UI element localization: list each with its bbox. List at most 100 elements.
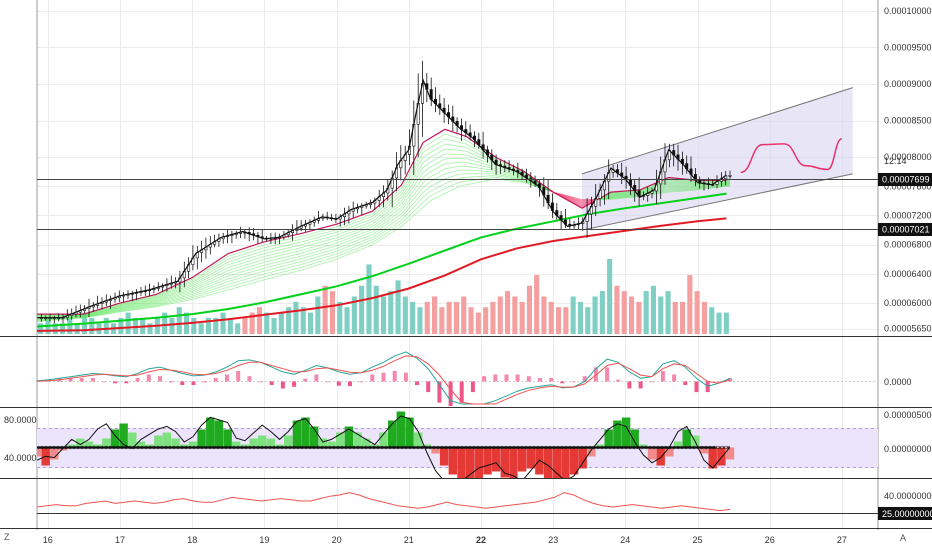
- ribbon-segment: [163, 300, 167, 303]
- ribbon-segment: [426, 186, 431, 190]
- ribbon-segment: [199, 280, 204, 283]
- ribbon-segment: [159, 299, 164, 302]
- ribbon-segment: [145, 296, 149, 299]
- channel-upper-line[interactable]: [581, 87, 853, 175]
- ribbon-segment: [462, 138, 467, 141]
- ribbon-segment: [643, 188, 648, 191]
- ribbon-segment: [145, 302, 149, 305]
- ribbon-segment: [159, 301, 164, 304]
- ribbon-segment: [318, 255, 323, 257]
- ribbon-segment: [202, 273, 207, 277]
- ribbon-segment: [112, 308, 117, 310]
- ribbon-segment: [181, 299, 186, 301]
- ribbon-segment: [325, 247, 330, 250]
- ribbon-segment: [354, 234, 359, 237]
- ribbon-segment: [509, 175, 514, 177]
- ribbon-segment: [98, 310, 103, 313]
- auto-scale-icon[interactable]: A: [900, 533, 906, 543]
- price-level-badge-1[interactable]: [878, 173, 932, 186]
- ribbon-segment: [152, 294, 157, 297]
- ribbon-segment: [426, 147, 431, 151]
- ribbon-segment: [368, 226, 373, 229]
- ribbon-segment: [170, 289, 175, 292]
- momentum-bar: [483, 447, 492, 475]
- ribbon-segment: [415, 154, 420, 162]
- ribbon-segment: [238, 282, 243, 285]
- ribbon-segment: [213, 267, 218, 271]
- oscillator-bar: [292, 381, 297, 387]
- ribbon-segment: [242, 255, 247, 258]
- ribbon-segment: [441, 158, 446, 162]
- ribbon-segment: [386, 209, 391, 213]
- ribbon-segment: [473, 163, 478, 166]
- volume-bar: [271, 317, 277, 334]
- price-level-badge-2[interactable]: [878, 223, 932, 236]
- ribbon-segment: [159, 293, 164, 297]
- ribbon-segment: [401, 219, 406, 224]
- ribbon-segment: [119, 306, 124, 308]
- ribbon-segment: [361, 226, 366, 229]
- ribbon-segment: [105, 307, 110, 309]
- ribbon-segment: [257, 274, 261, 277]
- momentum-bar: [154, 435, 163, 448]
- ribbon-segment: [174, 300, 178, 303]
- ribbon-segment: [170, 286, 175, 290]
- ribbon-segment: [228, 266, 233, 268]
- ribbon-segment: [448, 139, 453, 142]
- price-axis[interactable]: 0.000100000.000095000.000090000.00008500…: [884, 6, 932, 334]
- cross-marker: [426, 445, 430, 450]
- ribbon-segment: [343, 230, 348, 233]
- ribbon-segment: [228, 288, 233, 291]
- momentum-right-tick: 0.00000000: [884, 444, 932, 454]
- time-axis[interactable]: 16 17 18 19 20 21 22 23 24 25 26 27: [43, 535, 847, 545]
- ribbon-segment: [242, 278, 247, 281]
- ribbon-segment: [264, 249, 269, 251]
- ribbon-segment: [303, 259, 308, 262]
- oscillator-bar: [672, 374, 677, 382]
- momentum-bar: [275, 444, 284, 448]
- ribbon-segment: [264, 246, 269, 248]
- ribbon-segment: [347, 253, 352, 256]
- price-level-badges[interactable]: 0.00007699 0.00007021 12:14: [878, 156, 932, 236]
- cross-marker: [578, 445, 582, 450]
- momentum-bar: [180, 444, 189, 448]
- ribbon-segment: [220, 258, 225, 262]
- ribbon-segment: [574, 202, 579, 206]
- ribbon-segment: [390, 206, 395, 210]
- ribbon-segment: [286, 241, 290, 244]
- cross-marker: [538, 445, 542, 450]
- cross-marker: [54, 445, 58, 450]
- ribbon-segment: [480, 162, 485, 165]
- ribbon-segment: [419, 187, 424, 192]
- ribbon-segment: [293, 251, 297, 253]
- projection-curve[interactable]: [740, 138, 843, 174]
- ribbon-segment: [220, 271, 225, 275]
- momentum-bar: [240, 444, 250, 448]
- ribbon-segment: [350, 219, 355, 222]
- oscillator-bar: [336, 381, 341, 386]
- ribbon-segment: [163, 290, 168, 293]
- lower-level-badge: [878, 507, 932, 520]
- ribbon-segment: [311, 235, 315, 237]
- ribbon-segment: [643, 189, 648, 192]
- ribbon-segment: [195, 287, 200, 290]
- momentum-bar: [621, 417, 631, 448]
- ribbon-segment: [329, 232, 334, 235]
- ribbon-segment: [419, 157, 424, 164]
- ribbon-segment: [134, 301, 139, 304]
- ribbon-segment: [574, 198, 579, 201]
- ribbon-segment: [408, 171, 413, 179]
- volume-bar: [176, 307, 182, 334]
- ribbon-segment: [488, 166, 492, 169]
- ribbon-segment: [314, 231, 319, 234]
- ribbon-segment: [394, 215, 399, 220]
- ribbon-segment: [664, 183, 669, 186]
- cross-marker: [130, 445, 134, 450]
- ribbon-segment: [506, 179, 510, 182]
- channel-lower-line[interactable]: [581, 173, 853, 231]
- oscillator-bar: [660, 370, 665, 382]
- momentum-bar: [665, 447, 674, 457]
- zoom-icon[interactable]: Z: [4, 532, 10, 542]
- ribbon-segment: [408, 179, 413, 187]
